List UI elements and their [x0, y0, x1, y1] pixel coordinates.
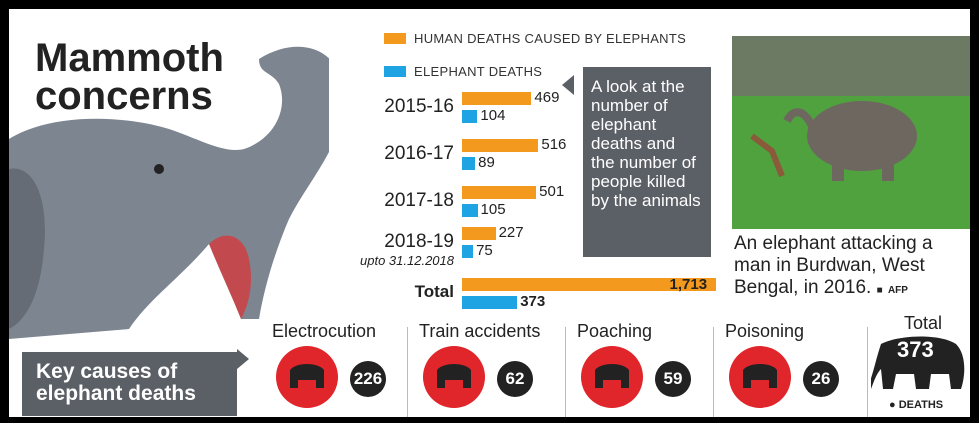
total-label: Total	[904, 313, 942, 334]
photo	[732, 36, 972, 229]
callout: A look at the number of elephant deaths …	[583, 67, 711, 257]
causes-arrow	[237, 349, 249, 369]
legend-entry: ELEPHANT DEATHS	[414, 64, 542, 79]
callout-arrow	[562, 75, 574, 95]
cause-label: Poisoning	[725, 321, 804, 342]
cause-label: Train accidents	[419, 321, 540, 342]
legend-label: HUMAN DEATHS CAUSED BY ELEPHANTS	[414, 31, 686, 46]
cause-label: Electrocution	[272, 321, 376, 342]
value-label: 373	[520, 293, 545, 310]
bar	[462, 245, 473, 258]
cause-pictogram	[581, 346, 643, 408]
legend-label: ELEPHANT DEATHS	[414, 64, 542, 79]
cause-pictogram	[423, 346, 485, 408]
cause-icon	[729, 346, 791, 408]
separator	[565, 327, 566, 417]
category-note: upto 31.12.2018	[314, 253, 454, 268]
category-label: Total	[364, 282, 454, 302]
legend-swatch	[384, 33, 406, 44]
total-unit: ● DEATHS	[889, 399, 943, 411]
cause-value: 59	[655, 361, 691, 397]
value-label: 469	[534, 89, 559, 106]
value-label: 89	[478, 154, 495, 171]
value-label: 1,713	[670, 276, 708, 293]
value-label: 501	[539, 183, 564, 200]
infographic: Mammoth concerns HUMAN DEATHS CAUSED BY …	[0, 0, 979, 423]
value-label: 104	[480, 107, 505, 124]
total-unit-text: DEATHS	[899, 399, 943, 411]
cause-value: 226	[350, 361, 386, 397]
bar	[462, 186, 536, 199]
cause-pictogram	[729, 346, 791, 408]
bar	[462, 139, 538, 152]
bar	[462, 110, 477, 123]
separator	[713, 327, 714, 417]
bar	[462, 92, 531, 105]
legend-entry: HUMAN DEATHS CAUSED BY ELEPHANTS	[414, 31, 686, 46]
causes-title: Key causes of elephant deaths	[22, 352, 237, 416]
cause-pictogram	[276, 346, 338, 408]
bar	[462, 204, 478, 217]
category-label: 2018-19	[364, 231, 454, 253]
separator	[407, 327, 408, 417]
bar	[462, 227, 496, 240]
category-label: 2017-18	[364, 190, 454, 212]
value-label: 227	[499, 224, 524, 241]
bar	[462, 296, 517, 309]
photo-caption: An elephant attacking a man in Burdwan, …	[734, 233, 974, 302]
category-label: 2015-16	[364, 96, 454, 118]
total-value: 373	[897, 337, 934, 363]
value-label: 516	[541, 136, 566, 153]
cause-icon	[581, 346, 643, 408]
cause-label: Poaching	[577, 321, 652, 342]
separator	[867, 327, 868, 417]
cause-icon	[276, 346, 338, 408]
chart-title: Mammoth concerns	[35, 39, 265, 115]
category-label: 2016-17	[364, 143, 454, 165]
value-label: 105	[481, 201, 506, 218]
bar	[462, 157, 475, 170]
value-label: 75	[476, 242, 493, 259]
cause-value: 26	[803, 361, 839, 397]
photo-credit: AFP	[888, 285, 908, 296]
cause-value: 62	[497, 361, 533, 397]
legend-swatch	[384, 66, 406, 77]
cause-icon	[423, 346, 485, 408]
